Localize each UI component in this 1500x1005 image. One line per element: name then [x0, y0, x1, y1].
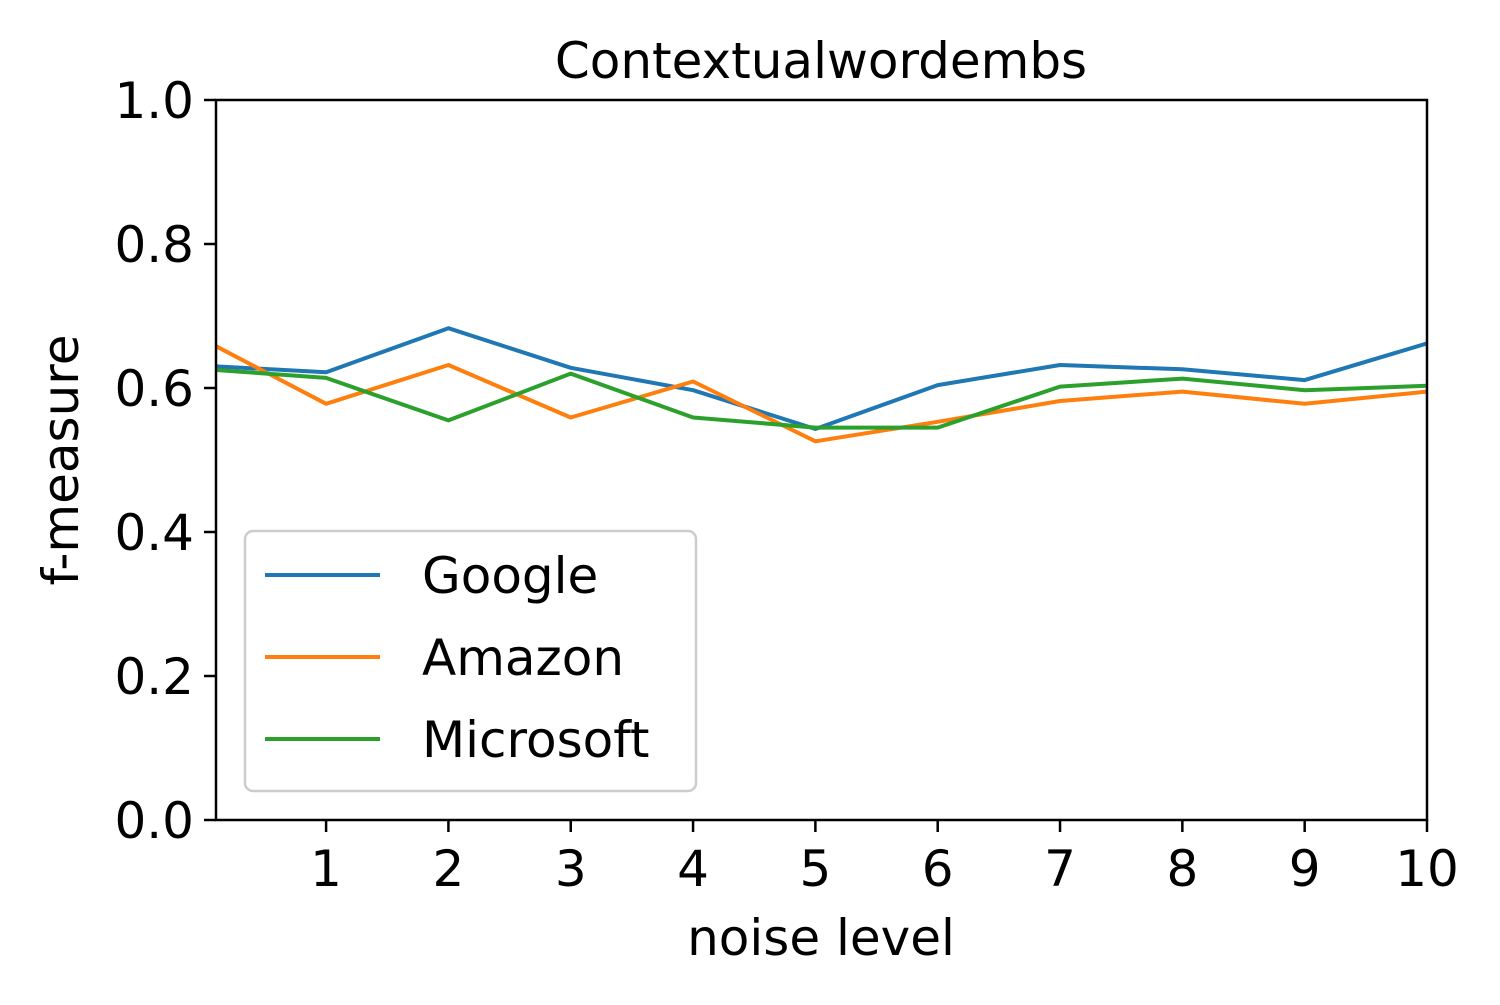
y-tick-label: 0.2 — [114, 648, 194, 706]
x-tick-label: 7 — [1044, 840, 1076, 898]
x-tick-label: 6 — [922, 840, 954, 898]
x-axis-label: noise level — [687, 909, 955, 967]
y-tick-label: 0.0 — [114, 792, 194, 850]
x-tick-label: 4 — [677, 840, 709, 898]
y-tick-label: 1.0 — [114, 72, 194, 130]
x-tick-label: 1 — [310, 840, 342, 898]
legend-label-amazon: Amazon — [422, 629, 624, 687]
y-tick-label: 0.6 — [114, 360, 194, 418]
x-tick-label: 9 — [1289, 840, 1321, 898]
legend-box — [243, 529, 698, 793]
series-line-amazon — [216, 344, 1427, 444]
x-tick-label: 2 — [433, 840, 465, 898]
legend-label-microsoft: Microsoft — [422, 711, 650, 769]
x-tick-label: 3 — [555, 840, 587, 898]
y-tick-label: 0.8 — [114, 216, 194, 274]
legend-label-google: Google — [422, 547, 598, 605]
chart-title: Contextualwordembs — [555, 32, 1087, 90]
y-tick-label: 0.4 — [114, 504, 194, 562]
y-axis-label: f-measure — [32, 335, 90, 586]
plot-frame — [214, 98, 1429, 822]
series-line-google — [216, 326, 1427, 431]
x-tick-label: 8 — [1166, 840, 1198, 898]
series-line-microsoft — [216, 368, 1427, 430]
x-tick-label: 10 — [1395, 840, 1459, 898]
x-tick-label: 5 — [799, 840, 831, 898]
